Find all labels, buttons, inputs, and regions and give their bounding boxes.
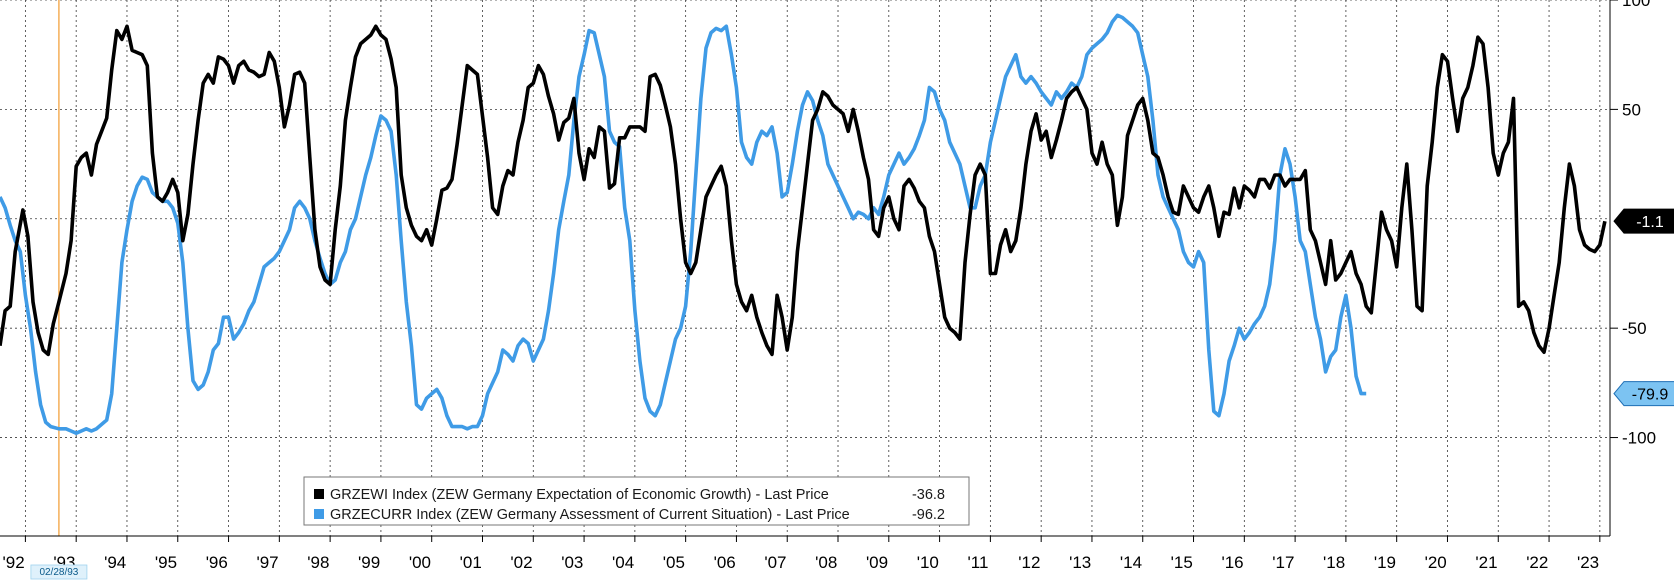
x-tick-label: '02 <box>510 553 532 572</box>
y-axis: 100 50 -50 -100 <box>1609 0 1656 536</box>
x-tick-label: '11 <box>968 553 989 572</box>
x-tick-label: '10 <box>917 553 939 572</box>
y-tick-label: -100 <box>1622 429 1656 448</box>
last-value-text: -79.9 <box>1632 387 1669 404</box>
x-tick-label: '18 <box>1323 553 1345 572</box>
x-tick-label: '21 <box>1475 553 1497 572</box>
x-tick-label: '20 <box>1425 553 1447 572</box>
legend-swatch-grzewi <box>314 489 324 499</box>
x-tick-label: '15 <box>1171 553 1193 572</box>
series-layer <box>0 13 1607 435</box>
legend-value-grzewi: -36.8 <box>912 487 945 503</box>
x-tick-label: '03 <box>561 553 583 572</box>
legend: GRZEWI Index (ZEW Germany Expectation of… <box>303 476 970 526</box>
x-tick-label: '92 <box>3 553 25 572</box>
x-tick-label: '14 <box>1120 553 1142 572</box>
last-value-badges: -1.1 -79.9 <box>1613 208 1674 407</box>
x-tick-label: '16 <box>1221 553 1243 572</box>
series-line-grzewi <box>0 24 1607 357</box>
x-tick-label: '04 <box>612 553 634 572</box>
y-tick-label: -50 <box>1622 319 1647 338</box>
x-tick-label: '13 <box>1069 553 1091 572</box>
x-tick-label: '12 <box>1018 553 1040 572</box>
x-tick-label: '01 <box>460 553 482 572</box>
legend-box <box>303 476 970 526</box>
y-tick-label: 100 <box>1622 0 1650 10</box>
legend-label-grzewi: GRZEWI Index (ZEW Germany Expectation of… <box>330 487 829 503</box>
cursor-date-label: 02/28/93 <box>30 564 88 580</box>
x-tick-label: '09 <box>866 553 888 572</box>
x-tick-label: '06 <box>714 553 736 572</box>
x-tick-label: '23 <box>1577 553 1599 572</box>
x-tick-label: '97 <box>256 553 278 572</box>
grid-lines <box>0 0 1610 536</box>
x-tick-label: '22 <box>1526 553 1548 572</box>
x-axis: '92'93'94'95'96'97'98'99'00'01'02'03'04 '… <box>0 535 1610 572</box>
x-tick-label: '00 <box>409 553 431 572</box>
legend-label-grzecurr: GRZECURR Index (ZEW Germany Assessment o… <box>330 507 850 523</box>
x-tick-label: '95 <box>155 553 177 572</box>
last-value-badge-grzecurr: -79.9 <box>1613 381 1674 407</box>
last-value-badge-grzewi: -1.1 <box>1613 208 1674 234</box>
x-tick-label: '07 <box>764 553 786 572</box>
cursor-date-text: 02/28/93 <box>39 567 78 578</box>
x-tick-label: '05 <box>663 553 685 572</box>
x-tick-label: '19 <box>1374 553 1396 572</box>
x-tick-label: '99 <box>358 553 380 572</box>
last-value-text: -1.1 <box>1636 214 1664 231</box>
x-tick-label: '08 <box>815 553 837 572</box>
x-tick-label: '94 <box>104 553 126 572</box>
x-tick-label: '96 <box>206 553 228 572</box>
legend-value-grzecurr: -96.2 <box>912 507 945 523</box>
series-line-grzecurr <box>0 13 1367 435</box>
x-tick-label: '17 <box>1272 553 1294 572</box>
x-tick-label: '98 <box>307 553 329 572</box>
y-tick-label: 50 <box>1622 100 1641 119</box>
legend-swatch-grzecurr <box>314 509 324 519</box>
